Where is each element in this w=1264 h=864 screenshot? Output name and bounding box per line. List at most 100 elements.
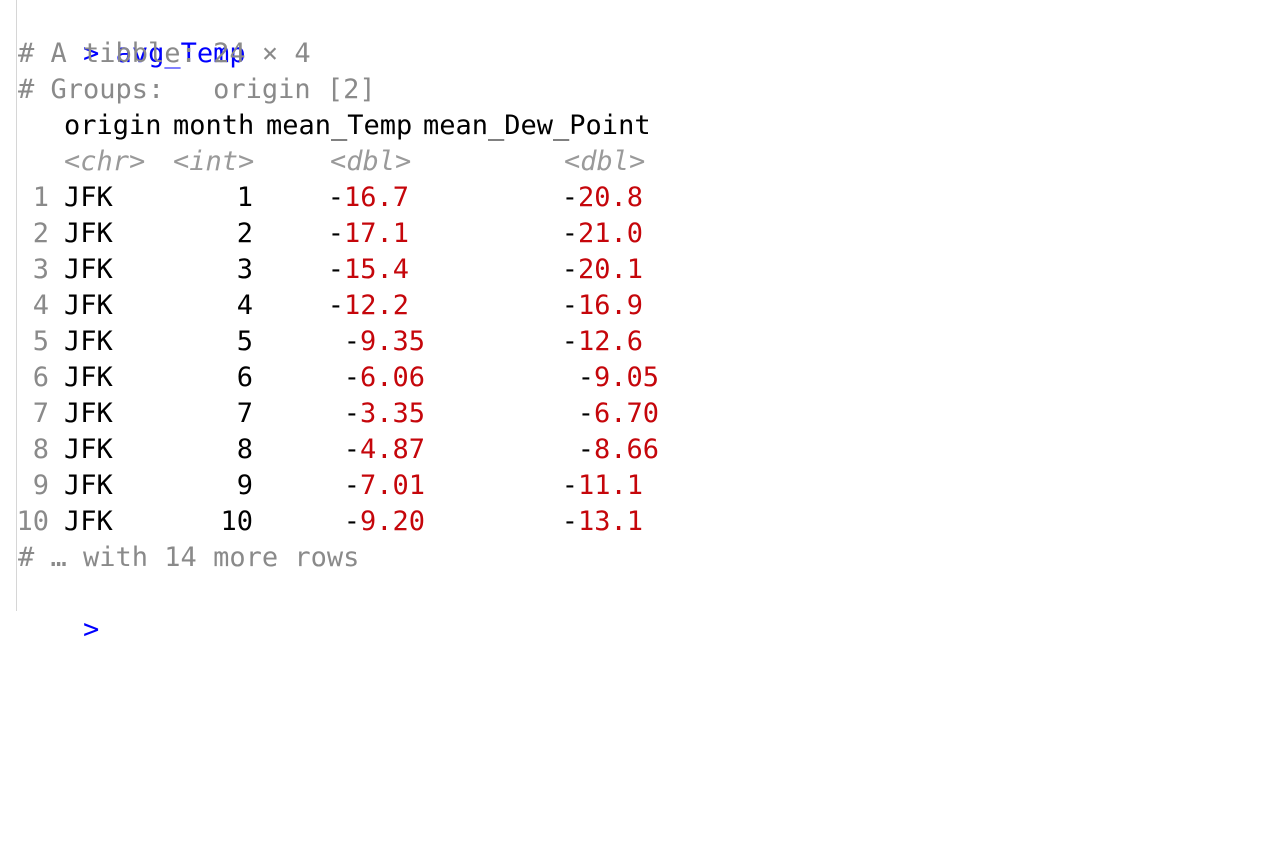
cell-mean-dew-point: -13.1 bbox=[562, 504, 643, 540]
cell-month: 2 bbox=[236, 218, 253, 249]
cell-mean-dew-point: -12.6 bbox=[562, 324, 643, 360]
table-row: 1 JFK 1 -16.7 -20.8 bbox=[18, 180, 1258, 216]
col-mean-temp: mean_Temp bbox=[266, 110, 413, 141]
cell-month: 8 bbox=[236, 434, 253, 465]
column-type-row: <chr> <int> <dbl> <dbl> bbox=[18, 144, 1258, 180]
cell-mean-dew-point-value: 8.66 bbox=[593, 434, 659, 465]
type-mean-temp: <dbl> bbox=[330, 146, 412, 177]
cell-mean-dew-point-sign: - bbox=[561, 326, 578, 357]
tibble-info: # A tibble: 24 × 4 bbox=[18, 38, 311, 69]
cell-month: 4 bbox=[236, 290, 253, 321]
cell-mean-temp: -16.7 bbox=[328, 180, 409, 216]
cell-mean-dew-point-sign: - bbox=[577, 434, 594, 465]
cell-mean-temp: -9.20 bbox=[344, 504, 425, 540]
cell-mean-dew-point-sign: - bbox=[561, 470, 578, 501]
table-row: 5 JFK 5 -9.35 -12.6 bbox=[18, 324, 1258, 360]
row-index: 5 bbox=[32, 326, 49, 357]
cell-mean-temp-value: 7.01 bbox=[359, 470, 425, 501]
cell-mean-temp: -6.06 bbox=[344, 360, 425, 396]
cell-month: 7 bbox=[236, 398, 253, 429]
cell-origin: JFK bbox=[64, 470, 113, 501]
cell-mean-dew-point-value: 11.1 bbox=[577, 470, 643, 501]
col-mean-dew-point: mean_Dew_Point bbox=[423, 110, 651, 141]
table-row: 4 JFK 4 -12.2 -16.9 bbox=[18, 288, 1258, 324]
cell-mean-temp: -7.01 bbox=[344, 468, 425, 504]
row-index: 1 bbox=[32, 182, 49, 213]
cell-mean-dew-point-value: 9.05 bbox=[593, 362, 659, 393]
type-mean-dew-point: <dbl> bbox=[564, 146, 646, 177]
row-index: 4 bbox=[32, 290, 49, 321]
cell-mean-dew-point-value: 16.9 bbox=[577, 290, 643, 321]
row-index: 7 bbox=[32, 398, 49, 429]
cell-month: 3 bbox=[236, 254, 253, 285]
type-origin: <chr> bbox=[64, 146, 146, 177]
cell-mean-dew-point-sign: - bbox=[561, 290, 578, 321]
cell-mean-temp-value: 4.87 bbox=[359, 434, 425, 465]
table-row: 7 JFK 7 -3.35 -6.70 bbox=[18, 396, 1258, 432]
type-month: <int> bbox=[173, 146, 255, 177]
cell-mean-dew-point: -9.05 bbox=[578, 360, 659, 396]
table-row: 2 JFK 2 -17.1 -21.0 bbox=[18, 216, 1258, 252]
cell-month: 1 bbox=[236, 182, 253, 213]
row-index: 9 bbox=[32, 470, 49, 501]
cell-month: 5 bbox=[236, 326, 253, 357]
r-console[interactable]: > avg_Temp # A tibble: 24 × 4 # Groups: … bbox=[16, 0, 1264, 645]
cell-mean-temp-value: 17.1 bbox=[343, 218, 409, 249]
cell-mean-dew-point-sign: - bbox=[577, 398, 594, 429]
cell-mean-temp-sign: - bbox=[343, 398, 360, 429]
cell-mean-temp-value: 9.20 bbox=[359, 506, 425, 537]
cell-mean-dew-point: -16.9 bbox=[562, 288, 643, 324]
cell-mean-temp: -17.1 bbox=[328, 216, 409, 252]
cell-mean-temp: -12.2 bbox=[328, 288, 409, 324]
cell-mean-temp-sign: - bbox=[343, 326, 360, 357]
cell-mean-dew-point-value: 12.6 bbox=[577, 326, 643, 357]
cell-origin: JFK bbox=[64, 218, 113, 249]
row-index: 8 bbox=[32, 434, 49, 465]
cell-mean-temp-sign: - bbox=[327, 182, 344, 213]
cell-mean-temp-sign: - bbox=[327, 254, 344, 285]
table-row: 3 JFK 3 -15.4 -20.1 bbox=[18, 252, 1258, 288]
cell-mean-dew-point-value: 13.1 bbox=[577, 506, 643, 537]
cell-mean-temp-sign: - bbox=[327, 218, 344, 249]
cell-origin: JFK bbox=[64, 182, 113, 213]
cell-mean-dew-point: -20.8 bbox=[562, 180, 643, 216]
cell-mean-dew-point: -20.1 bbox=[562, 252, 643, 288]
cell-mean-dew-point-sign: - bbox=[561, 506, 578, 537]
col-origin: origin bbox=[64, 110, 162, 141]
cell-mean-dew-point-value: 20.8 bbox=[577, 182, 643, 213]
table-row: 9 JFK 9 -7.01 -11.1 bbox=[18, 468, 1258, 504]
cell-mean-dew-point-sign: - bbox=[561, 182, 578, 213]
cell-mean-temp-sign: - bbox=[327, 290, 344, 321]
command-text: avg_Temp bbox=[115, 38, 246, 69]
cell-mean-dew-point-value: 20.1 bbox=[577, 254, 643, 285]
command-line: > avg_Temp bbox=[18, 0, 246, 69]
cell-mean-temp-sign: - bbox=[343, 470, 360, 501]
more-rows-note: # … with 14 more rows bbox=[18, 542, 360, 573]
table-row: 8 JFK 8 -4.87 -8.66 bbox=[18, 432, 1258, 468]
cell-mean-dew-point-value: 21.0 bbox=[577, 218, 643, 249]
input-prompt[interactable]: > bbox=[18, 576, 99, 645]
prompt-symbol: > bbox=[83, 614, 100, 645]
row-index: 2 bbox=[32, 218, 49, 249]
row-index: 10 bbox=[16, 506, 49, 537]
cell-origin: JFK bbox=[64, 290, 113, 321]
cell-mean-temp-value: 6.06 bbox=[359, 362, 425, 393]
groups-info: # Groups: origin [2] bbox=[18, 74, 376, 105]
cell-month: 6 bbox=[236, 362, 253, 393]
cell-mean-dew-point-sign: - bbox=[561, 254, 578, 285]
cell-mean-temp-value: 15.4 bbox=[343, 254, 409, 285]
cell-mean-temp-sign: - bbox=[343, 506, 360, 537]
cell-origin: JFK bbox=[64, 506, 113, 537]
cell-mean-dew-point: -11.1 bbox=[562, 468, 643, 504]
cell-mean-dew-point: -21.0 bbox=[562, 216, 643, 252]
cell-mean-temp: -15.4 bbox=[328, 252, 409, 288]
cell-origin: JFK bbox=[64, 434, 113, 465]
cell-mean-temp-sign: - bbox=[343, 362, 360, 393]
table-row: 6 JFK 6 -6.06 -9.05 bbox=[18, 360, 1258, 396]
cell-month: 10 bbox=[220, 506, 253, 537]
cell-mean-dew-point-value: 6.70 bbox=[593, 398, 659, 429]
cell-mean-temp-value: 16.7 bbox=[343, 182, 409, 213]
cell-origin: JFK bbox=[64, 398, 113, 429]
prompt-symbol: > bbox=[83, 38, 100, 69]
cell-mean-dew-point-sign: - bbox=[561, 218, 578, 249]
